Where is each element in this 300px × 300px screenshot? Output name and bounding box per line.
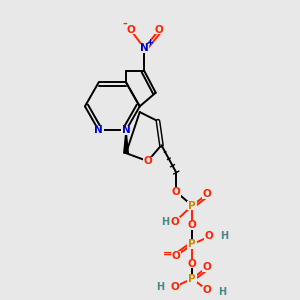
FancyBboxPatch shape — [202, 263, 212, 272]
Text: O: O — [203, 189, 212, 199]
Text: H: H — [156, 282, 164, 292]
Text: P: P — [188, 201, 196, 211]
FancyBboxPatch shape — [170, 282, 180, 291]
FancyBboxPatch shape — [154, 26, 164, 34]
Text: O: O — [172, 187, 181, 197]
Text: +: + — [146, 38, 154, 47]
Text: O: O — [188, 259, 197, 269]
Text: O: O — [172, 251, 181, 261]
FancyBboxPatch shape — [139, 44, 149, 53]
FancyBboxPatch shape — [171, 188, 181, 196]
Text: -: - — [123, 19, 127, 29]
FancyBboxPatch shape — [202, 286, 212, 295]
Text: O: O — [171, 282, 179, 292]
Text: O: O — [143, 156, 152, 166]
Text: O: O — [188, 220, 197, 230]
Text: N: N — [94, 125, 103, 135]
FancyBboxPatch shape — [187, 240, 197, 249]
Text: H: H — [220, 231, 228, 242]
FancyBboxPatch shape — [142, 157, 153, 166]
Text: O: O — [171, 217, 179, 226]
Text: P: P — [188, 239, 196, 249]
FancyBboxPatch shape — [204, 232, 214, 241]
FancyBboxPatch shape — [202, 190, 212, 199]
Text: N: N — [122, 125, 130, 135]
Text: H: H — [161, 217, 169, 226]
FancyBboxPatch shape — [94, 126, 104, 135]
Text: N: N — [140, 43, 149, 53]
Text: O: O — [155, 25, 164, 35]
Text: O: O — [126, 25, 135, 35]
FancyBboxPatch shape — [121, 126, 131, 135]
Text: O: O — [203, 285, 212, 295]
FancyBboxPatch shape — [170, 217, 180, 226]
FancyBboxPatch shape — [187, 274, 197, 283]
Text: P: P — [188, 274, 196, 284]
FancyBboxPatch shape — [187, 201, 197, 210]
FancyBboxPatch shape — [171, 251, 181, 260]
Text: H: H — [218, 287, 226, 297]
Text: O: O — [203, 262, 212, 272]
FancyBboxPatch shape — [187, 259, 197, 268]
FancyBboxPatch shape — [187, 220, 197, 230]
Text: O: O — [205, 231, 214, 242]
Text: =: = — [163, 249, 172, 259]
Polygon shape — [124, 130, 128, 153]
FancyBboxPatch shape — [125, 26, 136, 34]
